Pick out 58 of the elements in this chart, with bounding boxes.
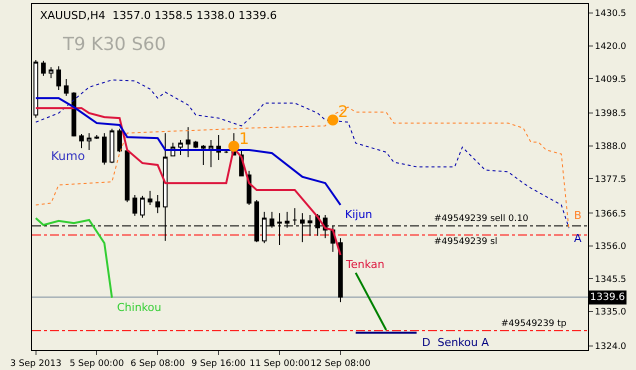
y-tick-label: 1430.5 (594, 9, 626, 20)
candlestick (148, 190, 152, 206)
candlestick (178, 139, 183, 156)
ref-line-label: #49549239 tp (501, 319, 567, 329)
candlestick (72, 92, 76, 138)
candlestick (155, 194, 160, 214)
line-series (34, 217, 113, 299)
line-series (35, 79, 570, 229)
x-tick-label: 11 Sep 00:00 (249, 358, 310, 369)
candlestick (110, 128, 114, 164)
candlestick (132, 194, 138, 216)
series-label: Tenkan (345, 258, 385, 271)
candlestick (117, 128, 122, 153)
series-label: D Senkou A (422, 336, 490, 349)
candlestick (56, 66, 62, 90)
candlestick (79, 134, 84, 149)
candlestick (224, 150, 229, 154)
y-tick-label: 1420.0 (594, 42, 627, 52)
candlestick (193, 140, 198, 149)
text: T9 K30 S60 (62, 34, 166, 55)
text: XAUUSD,H4 1357.0 1358.5 1338.0 1339.6 (40, 9, 277, 22)
y-tick-label: 1356.0 (594, 242, 627, 252)
candlestick (201, 144, 206, 166)
y-tick-label: 1345.5 (594, 274, 626, 285)
y-tick-label: 1366.5 (594, 209, 626, 220)
ref-line-label: #49549239 sl (434, 237, 498, 247)
annotation: Kumo (51, 149, 85, 163)
x-tick-label: 6 Sep 08:00 (130, 358, 186, 369)
x-tick-label: 12 Sep 08:00 (310, 358, 371, 369)
y-tick-label: 1335.0 (594, 308, 627, 318)
series-label: Kijun (345, 208, 372, 221)
candlestick (338, 238, 343, 303)
candlestick (64, 78, 69, 96)
candlestick (186, 126, 190, 158)
y-tick-label: 1388.0 (594, 142, 627, 152)
candlestick (208, 139, 214, 168)
candlestick (292, 208, 298, 226)
series-label: B (574, 209, 582, 222)
candlestick (94, 134, 100, 140)
series-label: 1 (239, 129, 250, 148)
y-tick-label: 1324.0 (594, 342, 627, 352)
ref-line-label: 1339.6 (590, 292, 625, 303)
candlestick (140, 195, 145, 218)
x-tick-label: 5 Sep 00:00 (70, 358, 124, 369)
x-tick-label: 3 Sep 2013 (10, 358, 62, 369)
candlestick (48, 66, 54, 79)
series-label: A (574, 232, 582, 245)
candlestick (124, 148, 130, 203)
y-tick-label: 1409.5 (594, 74, 626, 85)
candlestick (102, 132, 107, 166)
candlestick (41, 60, 46, 76)
ref-line-label: #49549239 sell 0.10 (434, 214, 529, 224)
candlestick (86, 132, 92, 150)
x-tick-label: 9 Sep 16:00 (191, 358, 246, 369)
series-label: 2 (338, 102, 348, 121)
series-label: Chinkou (117, 301, 162, 314)
y-tick-label: 1398.5 (594, 109, 626, 120)
y-tick-label: 1377.5 (594, 174, 626, 185)
